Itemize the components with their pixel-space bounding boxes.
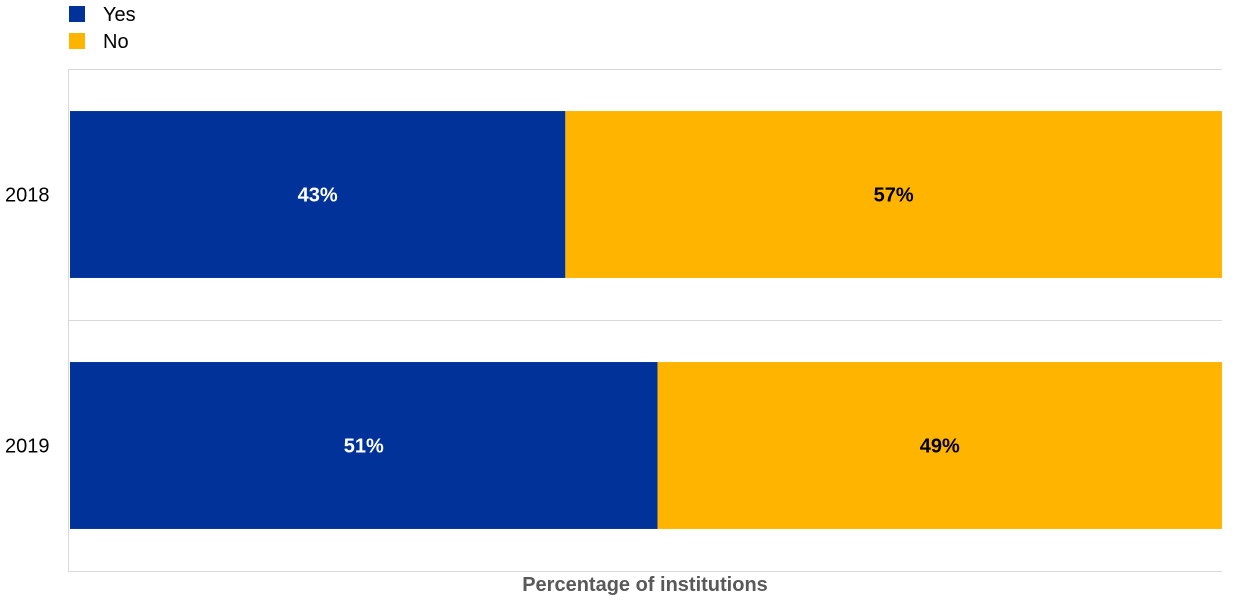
- y-tick-label-2018: 2018: [5, 185, 50, 207]
- legend-swatch-no: [69, 33, 85, 49]
- bars: [70, 111, 1222, 529]
- data-label-no-2018: 57%: [874, 185, 914, 207]
- legend-label-no: No: [103, 31, 129, 53]
- data-label-no-2019: 49%: [920, 436, 960, 458]
- legend: Yes No: [69, 4, 136, 53]
- x-axis-title: Percentage of institutions: [522, 574, 768, 596]
- y-axis-tick-labels: 2018 2019: [5, 185, 50, 458]
- data-labels: 43% 57% 51% 49%: [298, 185, 960, 458]
- bar-no-2019: [657, 362, 1222, 529]
- legend-label-yes: Yes: [103, 4, 136, 26]
- y-tick-label-2019: 2019: [5, 436, 50, 458]
- bar-yes-2019: [70, 362, 658, 529]
- gridlines: [68, 69, 1222, 572]
- bar-no-2018: [565, 111, 1222, 278]
- legend-swatch-yes: [69, 6, 85, 22]
- data-label-yes-2018: 43%: [298, 185, 338, 207]
- bar-yes-2018: [70, 111, 566, 278]
- data-label-yes-2019: 51%: [344, 436, 384, 458]
